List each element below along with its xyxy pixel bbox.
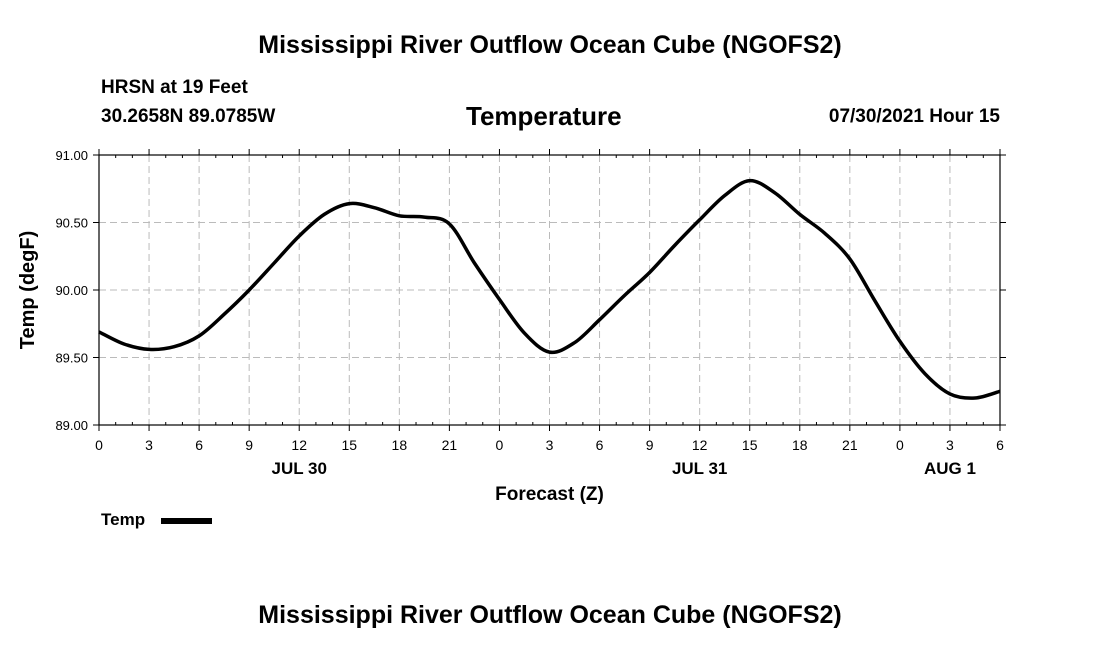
x-tick-label: 0 <box>896 437 904 453</box>
legend-label: Temp <box>101 510 146 529</box>
y-tick-label: 90.00 <box>55 283 88 298</box>
series-line-temp <box>98 178 1001 400</box>
x-tick-label: 21 <box>442 437 458 453</box>
date-hour-label: 07/30/2021 Hour 15 <box>828 106 1000 127</box>
x-tick-label: 3 <box>546 437 554 453</box>
x-tick-label: 6 <box>996 437 1004 453</box>
x-tick-label: 15 <box>341 437 357 453</box>
y-tick-label: 91.00 <box>55 148 88 163</box>
bottom-title: Mississippi River Outflow Ocean Cube (NG… <box>258 601 842 629</box>
date-label: AUG 1 <box>924 459 976 478</box>
x-tick-label: 6 <box>195 437 203 453</box>
x-tick-label: 0 <box>496 437 504 453</box>
date-label: JUL 30 <box>271 459 326 478</box>
station-label: HRSN at 19 Feet <box>101 77 248 98</box>
y-tick-label: 89.00 <box>55 418 88 433</box>
coordinates-label: 30.2658N 89.0785W <box>101 106 276 127</box>
plot-frame <box>98 154 1001 426</box>
x-tick-label: 3 <box>946 437 954 453</box>
x-tick-label: 15 <box>742 437 758 453</box>
y-tick-label: 90.50 <box>55 216 88 231</box>
x-tick-label: 0 <box>95 437 103 453</box>
x-tick-label: 18 <box>792 437 808 453</box>
x-tick-label: 12 <box>692 437 708 453</box>
main-title: Mississippi River Outflow Ocean Cube (NG… <box>258 31 842 59</box>
x-tick-label: 12 <box>291 437 307 453</box>
x-tick-label: 6 <box>596 437 604 453</box>
x-tick-label: 9 <box>245 437 253 453</box>
x-tick-label: 9 <box>646 437 654 453</box>
y-tick-label: 89.50 <box>55 351 88 366</box>
y-axis-label: Temp (degF) <box>17 231 39 350</box>
legend-line-swatch <box>161 518 212 524</box>
x-axis-label: Forecast (Z) <box>495 484 604 505</box>
date-label: JUL 31 <box>672 459 727 478</box>
x-tick-label: 18 <box>392 437 408 453</box>
x-tick-label: 21 <box>842 437 858 453</box>
chart-title: Temperature <box>466 101 622 131</box>
x-tick-label: 3 <box>145 437 153 453</box>
